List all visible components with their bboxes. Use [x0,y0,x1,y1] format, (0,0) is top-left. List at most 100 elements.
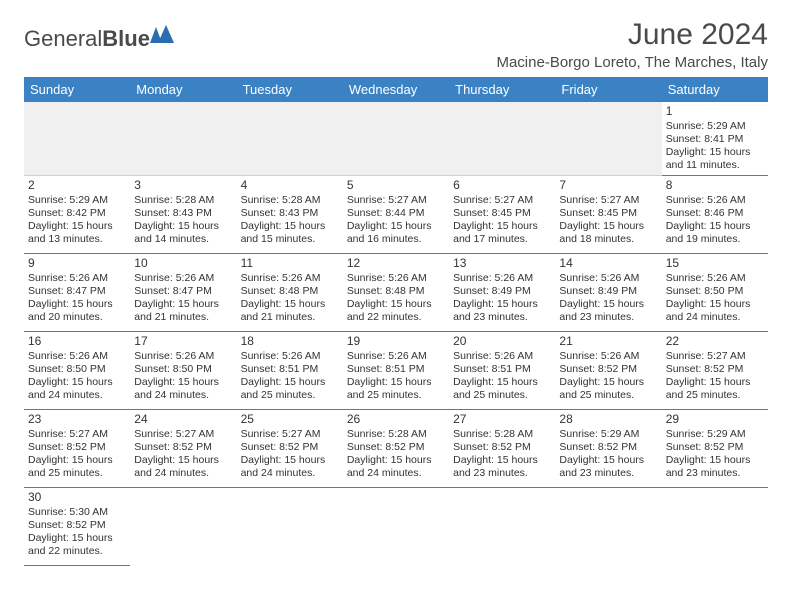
day-info: Sunrise: 5:26 AMSunset: 8:51 PMDaylight:… [347,350,445,403]
day-number: 8 [666,178,764,193]
title-block: June 2024 Macine-Borgo Loreto, The March… [496,18,768,71]
calendar-cell [343,102,449,175]
brand-logo: GeneralBlue [24,18,174,52]
day-info: Sunrise: 5:26 AMSunset: 8:51 PMDaylight:… [453,350,551,403]
calendar-cell [130,487,236,565]
day-number: 6 [453,178,551,193]
day-info: Sunrise: 5:26 AMSunset: 8:48 PMDaylight:… [347,272,445,325]
calendar-cell [555,487,661,565]
calendar-cell: 26Sunrise: 5:28 AMSunset: 8:52 PMDayligh… [343,409,449,487]
day-info: Sunrise: 5:27 AMSunset: 8:52 PMDaylight:… [28,428,126,481]
day-info: Sunrise: 5:29 AMSunset: 8:41 PMDaylight:… [666,120,764,173]
day-number: 10 [134,256,232,271]
calendar-cell: 30Sunrise: 5:30 AMSunset: 8:52 PMDayligh… [24,487,130,565]
day-number: 30 [28,490,126,505]
calendar-cell: 16Sunrise: 5:26 AMSunset: 8:50 PMDayligh… [24,331,130,409]
calendar-table: SundayMondayTuesdayWednesdayThursdayFrid… [24,77,768,566]
calendar-row: 30Sunrise: 5:30 AMSunset: 8:52 PMDayligh… [24,487,768,565]
day-number: 27 [453,412,551,427]
calendar-row: 9 Sunrise: 5:26 AMSunset: 8:47 PMDaylight… [24,253,768,331]
day-number: 23 [28,412,126,427]
day-info: Sunrise: 5:28 AMSunset: 8:43 PMDaylight:… [241,194,339,247]
day-info: Sunrise: 5:27 AMSunset: 8:52 PMDaylight:… [241,428,339,481]
day-number: 26 [347,412,445,427]
day-number: 28 [559,412,657,427]
calendar-cell: 20Sunrise: 5:26 AMSunset: 8:51 PMDayligh… [449,331,555,409]
calendar-cell: 5Sunrise: 5:27 AMSunset: 8:44 PMDaylight… [343,175,449,253]
calendar-cell: 3Sunrise: 5:28 AMSunset: 8:43 PMDaylight… [130,175,236,253]
weekday-header: Wednesday [343,77,449,102]
day-number: 1 [666,104,764,119]
day-number: 7 [559,178,657,193]
calendar-cell: 19Sunrise: 5:26 AMSunset: 8:51 PMDayligh… [343,331,449,409]
day-info: Sunrise: 5:26 AMSunset: 8:46 PMDaylight:… [666,194,764,247]
day-number: 24 [134,412,232,427]
day-info: Sunrise: 5:27 AMSunset: 8:45 PMDaylight:… [453,194,551,247]
calendar-row: 2Sunrise: 5:29 AMSunset: 8:42 PMDaylight… [24,175,768,253]
calendar-cell [555,102,661,175]
calendar-row: 1Sunrise: 5:29 AMSunset: 8:41 PMDaylight… [24,102,768,175]
day-number: 22 [666,334,764,349]
brand-part1: General [24,26,102,51]
calendar-cell [24,102,130,175]
day-info: Sunrise: 5:27 AMSunset: 8:52 PMDaylight:… [134,428,232,481]
day-info: Sunrise: 5:28 AMSunset: 8:52 PMDaylight:… [453,428,551,481]
calendar-cell: 11Sunrise: 5:26 AMSunset: 8:48 PMDayligh… [237,253,343,331]
day-info: Sunrise: 5:26 AMSunset: 8:49 PMDaylight:… [453,272,551,325]
month-title: June 2024 [496,18,768,52]
header: GeneralBlue June 2024 Macine-Borgo Loret… [24,18,768,71]
calendar-cell: 8Sunrise: 5:26 AMSunset: 8:46 PMDaylight… [662,175,768,253]
day-info: Sunrise: 5:28 AMSunset: 8:43 PMDaylight:… [134,194,232,247]
day-info: Sunrise: 5:28 AMSunset: 8:52 PMDaylight:… [347,428,445,481]
calendar-cell: 22Sunrise: 5:27 AMSunset: 8:52 PMDayligh… [662,331,768,409]
calendar-row: 16Sunrise: 5:26 AMSunset: 8:50 PMDayligh… [24,331,768,409]
day-number: 3 [134,178,232,193]
location-text: Macine-Borgo Loreto, The Marches, Italy [496,54,768,71]
brand-text: GeneralBlue [24,26,150,52]
calendar-cell [130,102,236,175]
calendar-cell: 23Sunrise: 5:27 AMSunset: 8:52 PMDayligh… [24,409,130,487]
calendar-cell: 4Sunrise: 5:28 AMSunset: 8:43 PMDaylight… [237,175,343,253]
calendar-cell: 2Sunrise: 5:29 AMSunset: 8:42 PMDaylight… [24,175,130,253]
day-info: Sunrise: 5:26 AMSunset: 8:47 PMDaylight:… [134,272,232,325]
day-number: 18 [241,334,339,349]
weekday-header: Friday [555,77,661,102]
day-info: Sunrise: 5:26 AMSunset: 8:50 PMDaylight:… [28,350,126,403]
day-number: 12 [347,256,445,271]
day-number: 20 [453,334,551,349]
weekday-header-row: SundayMondayTuesdayWednesdayThursdayFrid… [24,77,768,102]
day-info: Sunrise: 5:26 AMSunset: 8:50 PMDaylight:… [134,350,232,403]
day-info: Sunrise: 5:29 AMSunset: 8:52 PMDaylight:… [666,428,764,481]
calendar-cell: 6Sunrise: 5:27 AMSunset: 8:45 PMDaylight… [449,175,555,253]
day-info: Sunrise: 5:27 AMSunset: 8:52 PMDaylight:… [666,350,764,403]
brand-part2: Blue [102,26,150,51]
day-info: Sunrise: 5:26 AMSunset: 8:50 PMDaylight:… [666,272,764,325]
calendar-cell: 10Sunrise: 5:26 AMSunset: 8:47 PMDayligh… [130,253,236,331]
calendar-cell [237,487,343,565]
calendar-cell: 1Sunrise: 5:29 AMSunset: 8:41 PMDaylight… [662,102,768,175]
weekday-header: Sunday [24,77,130,102]
calendar-cell: 24Sunrise: 5:27 AMSunset: 8:52 PMDayligh… [130,409,236,487]
day-number: 21 [559,334,657,349]
day-number: 14 [559,256,657,271]
calendar-cell [662,487,768,565]
calendar-cell: 9Sunrise: 5:26 AMSunset: 8:47 PMDaylight… [24,253,130,331]
calendar-cell: 13Sunrise: 5:26 AMSunset: 8:49 PMDayligh… [449,253,555,331]
day-info: Sunrise: 5:26 AMSunset: 8:49 PMDaylight:… [559,272,657,325]
day-number: 25 [241,412,339,427]
calendar-cell: 17Sunrise: 5:26 AMSunset: 8:50 PMDayligh… [130,331,236,409]
day-info: Sunrise: 5:26 AMSunset: 8:52 PMDaylight:… [559,350,657,403]
day-number: 13 [453,256,551,271]
day-info: Sunrise: 5:30 AMSunset: 8:52 PMDaylight:… [28,506,126,559]
calendar-cell: 12Sunrise: 5:26 AMSunset: 8:48 PMDayligh… [343,253,449,331]
calendar-cell [237,102,343,175]
calendar-cell [343,487,449,565]
day-number: 17 [134,334,232,349]
day-number: 2 [28,178,126,193]
calendar-row: 23Sunrise: 5:27 AMSunset: 8:52 PMDayligh… [24,409,768,487]
calendar-cell: 21Sunrise: 5:26 AMSunset: 8:52 PMDayligh… [555,331,661,409]
day-number: 15 [666,256,764,271]
calendar-cell: 18Sunrise: 5:26 AMSunset: 8:51 PMDayligh… [237,331,343,409]
calendar-cell: 28Sunrise: 5:29 AMSunset: 8:52 PMDayligh… [555,409,661,487]
day-number: 9 [28,256,126,271]
